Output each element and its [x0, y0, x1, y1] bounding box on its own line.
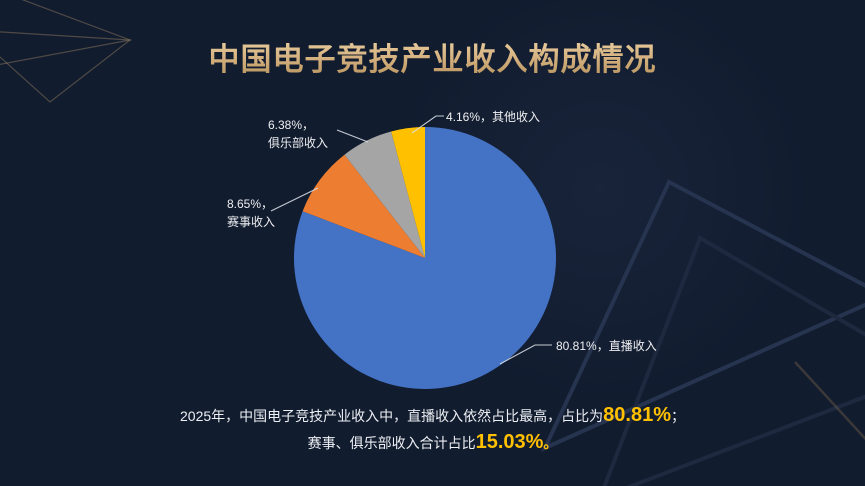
pie-leader-line-tournament-revenue	[270, 187, 319, 212]
pie-label-text: 4.16%，其他收入	[446, 110, 541, 124]
pie-label-text: 8.65%，	[227, 197, 274, 211]
pie-leader-line-live-streaming-revenue	[499, 344, 552, 365]
pie-slice-tournament-revenue	[302, 154, 425, 258]
pie-slice-other-revenue	[391, 127, 425, 258]
pie-label-text: 赛事收入	[227, 215, 276, 229]
pie-leader-line-other-revenue	[411, 115, 444, 134]
caption-line-1: 2025年，中国电子竞技产业收入中，直播收入依然占比最高，占比为80.81%；	[0, 402, 865, 429]
decor-triangle-right-1	[540, 179, 865, 453]
pie-label-club-revenue: 6.38%， 俱乐部收入	[268, 116, 328, 152]
pie-label-text: 6.38%，	[268, 118, 315, 132]
caption-text: 。	[543, 435, 558, 451]
caption-line-2: 赛事、俱乐部收入合计占比15.03%。	[0, 429, 865, 456]
pie-label-tournament-revenue: 8.65%， 赛事收入	[227, 195, 275, 231]
pie-label-text: 俱乐部收入	[268, 136, 329, 150]
page-title: 中国电子竞技产业收入构成情况	[0, 34, 865, 79]
caption-text: ；	[671, 408, 685, 424]
pie-label-live-streaming-revenue: 80.81%，直播收入	[556, 337, 657, 355]
decor-triangle-topleft-2	[0, 31, 132, 103]
pie-slice-live-streaming-revenue	[293, 127, 556, 390]
pie-leader-line-club-revenue	[336, 129, 369, 143]
pie-slice-club-revenue	[344, 131, 425, 258]
caption-text: 赛事、俱乐部收入合计占比	[307, 435, 476, 451]
pie-label-other-revenue: 4.16%，其他收入	[446, 108, 540, 126]
caption-highlight-1503: 15.03%	[475, 431, 544, 453]
caption-block: 2025年，中国电子竞技产业收入中，直播收入依然占比最高，占比为80.81%； …	[0, 402, 865, 456]
caption-highlight-8081: 80.81%	[603, 404, 671, 426]
caption-text: 2025年，中国电子竞技产业收入中，直播收入依然占比最高，占比为	[180, 408, 604, 424]
pie-label-text: 80.81%，直播收入	[556, 339, 657, 353]
decor-gold-line-bottomright	[794, 361, 865, 441]
decor-triangle-right-2	[602, 235, 865, 486]
decor-triangle-topleft-1	[0, 0, 133, 65]
